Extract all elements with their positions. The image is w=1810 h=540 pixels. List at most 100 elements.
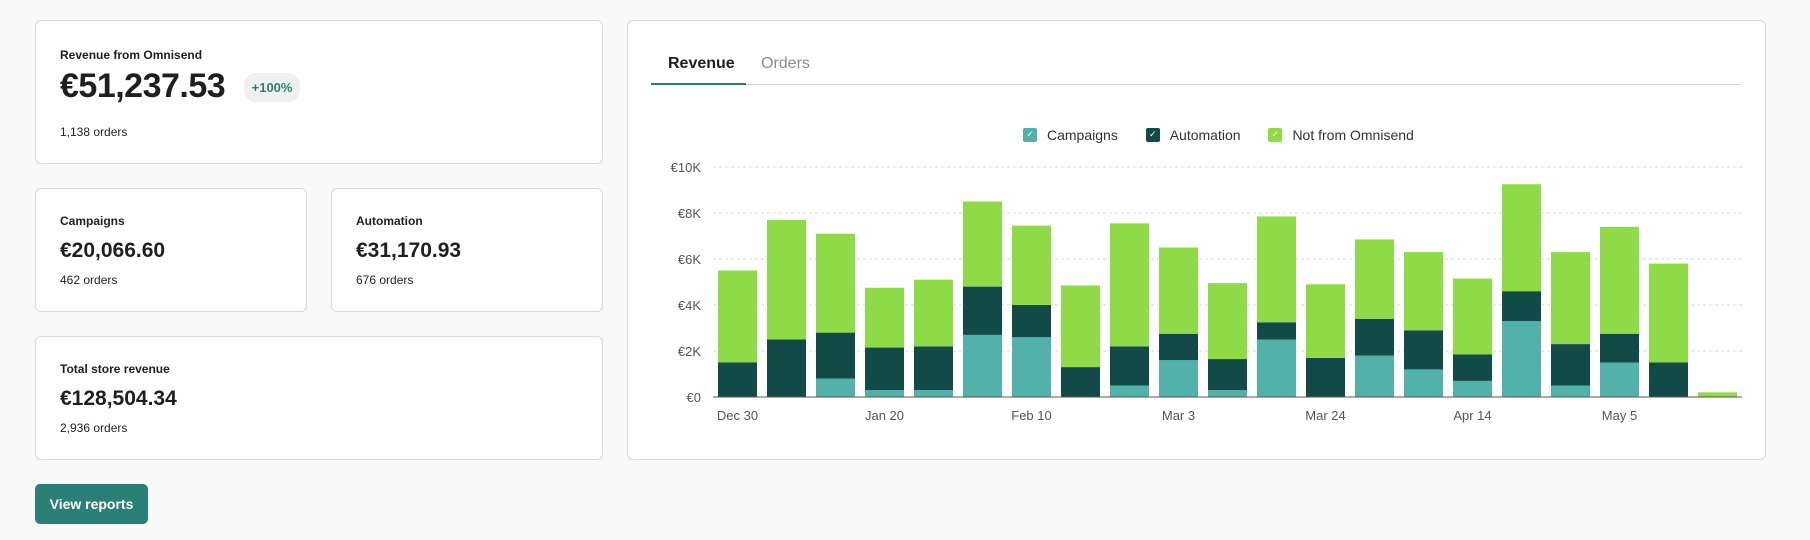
total-orders: 2,936 orders (60, 421, 127, 435)
bar-segment (1551, 385, 1590, 397)
bar-segment (1012, 337, 1051, 397)
y-tick-label: €4K (678, 298, 701, 313)
growth-badge: +100% (243, 73, 301, 103)
bar-segment (816, 378, 855, 397)
bar-segment (963, 201, 1002, 287)
bar-segment (1355, 355, 1394, 397)
bar-segment (1110, 346, 1149, 386)
automation-orders-count: 676 (356, 273, 377, 287)
bar-segment (1257, 322, 1296, 340)
bar-segment (1306, 284, 1345, 358)
bar-segment (718, 362, 757, 397)
x-tick-label: May 5 (1602, 408, 1637, 423)
bar-segment (1355, 318, 1394, 356)
chart-legend: ✓ Campaigns ✓ Automation ✓ Not from Omni… (1023, 124, 1438, 143)
bar-segment (865, 347, 904, 391)
bar-segment (1551, 252, 1590, 345)
legend-automation-label: Automation (1169, 126, 1241, 143)
bar-segment (1404, 252, 1443, 331)
total-revenue-value: €128,504.34 (60, 387, 177, 410)
omnisend-orders-label: orders (93, 125, 128, 139)
campaigns-label: Campaigns (60, 214, 125, 228)
campaigns-orders-label: orders (83, 273, 118, 287)
x-tick-label: Dec 30 (717, 408, 758, 423)
x-tick-label: Jan 20 (865, 408, 904, 423)
omnisend-orders-count: 1,138 (60, 125, 91, 139)
tab-orders[interactable]: Orders (761, 55, 810, 72)
bar-segment (1257, 216, 1296, 323)
automation-value: €31,170.93 (356, 239, 462, 262)
bar-segment (914, 346, 953, 391)
bar-segment (1159, 360, 1198, 397)
bar-segment (1649, 362, 1688, 397)
legend-not-from-omnisend-check-icon: ✓ (1268, 127, 1283, 142)
total-revenue-label: Total store revenue (60, 362, 170, 376)
bar-segment (1208, 359, 1247, 391)
bar-segment (1159, 247, 1198, 334)
bar-segment (1355, 239, 1394, 319)
total-orders-count: 2,936 (60, 421, 91, 435)
bar-segment (1404, 369, 1443, 397)
legend-item-campaigns[interactable]: ✓ Campaigns (1023, 127, 1118, 143)
legend-campaigns-label: Campaigns (1047, 126, 1118, 143)
automation-card: Automation €31,170.93 676 orders (331, 188, 603, 312)
bar-segment (1502, 291, 1541, 322)
x-tick-label: Mar 24 (1305, 408, 1345, 423)
omnisend-orders: 1,138 orders (60, 125, 127, 139)
view-reports-button[interactable]: View reports (35, 484, 148, 524)
campaigns-orders: 462 orders (60, 273, 117, 287)
bar-segment (1502, 321, 1541, 397)
bar-segment (865, 390, 904, 397)
total-revenue-card: Total store revenue €128,504.34 2,936 or… (35, 336, 603, 460)
legend-automation-check-icon: ✓ (1145, 127, 1160, 142)
omnisend-revenue-value-row: €51,237.53 +100% (60, 67, 301, 107)
x-tick-label: Apr 14 (1453, 408, 1491, 423)
automation-label: Automation (356, 214, 423, 228)
legend-not-from-omnisend-label: Not from Omnisend (1292, 126, 1414, 143)
bar-segment (1012, 225, 1051, 305)
bar-segment (1306, 357, 1345, 397)
bar-segment (816, 233, 855, 333)
y-tick-label: €0 (687, 390, 701, 405)
bar-segment (1110, 385, 1149, 397)
y-tick-label: €2K (678, 344, 701, 359)
total-orders-label: orders (93, 421, 128, 435)
bar-segment (1551, 344, 1590, 386)
active-tab-indicator (651, 83, 746, 85)
campaigns-card: Campaigns €20,066.60 462 orders (35, 188, 307, 312)
bar-segment (1453, 278, 1492, 355)
bar-segment (1208, 390, 1247, 397)
bar-segment (1110, 223, 1149, 347)
y-tick-label: €6K (678, 252, 701, 267)
bar-segment (914, 390, 953, 397)
bar-segment (1453, 380, 1492, 397)
omnisend-revenue-card: Revenue from Omnisend €51,237.53 +100% 1… (35, 20, 603, 164)
bar-segment (963, 334, 1002, 397)
bar-segment (963, 286, 1002, 335)
bar-segment (1698, 392, 1737, 397)
bar-segment (865, 287, 904, 348)
bar-segment (1649, 263, 1688, 363)
tab-revenue[interactable]: Revenue (668, 55, 735, 72)
legend-campaigns-check-icon: ✓ (1023, 127, 1037, 142)
bar-segment (1600, 226, 1639, 334)
legend-item-not-from-omnisend[interactable]: ✓ Not from Omnisend (1268, 126, 1414, 143)
bar-segment (767, 339, 806, 397)
bar-segment (767, 219, 806, 340)
x-tick-label: Mar 3 (1162, 408, 1195, 423)
campaigns-value: €20,066.60 (60, 239, 166, 262)
bar-segment (1061, 367, 1100, 397)
bar-segment (1404, 330, 1443, 370)
y-tick-label: €8K (678, 206, 701, 221)
legend-item-automation[interactable]: ✓ Automation (1145, 126, 1241, 143)
bar-segment (1502, 184, 1541, 292)
omnisend-revenue-value: €51,237.53 (60, 67, 226, 105)
omnisend-revenue-label: Revenue from Omnisend (60, 48, 203, 62)
bar-segment (1012, 305, 1051, 338)
campaigns-orders-count: 462 (60, 273, 81, 287)
automation-orders-label: orders (379, 273, 414, 287)
bar-segment (718, 270, 757, 363)
bar-segment (1257, 339, 1296, 397)
bar-segment (816, 332, 855, 379)
bar-segment (1061, 285, 1100, 368)
